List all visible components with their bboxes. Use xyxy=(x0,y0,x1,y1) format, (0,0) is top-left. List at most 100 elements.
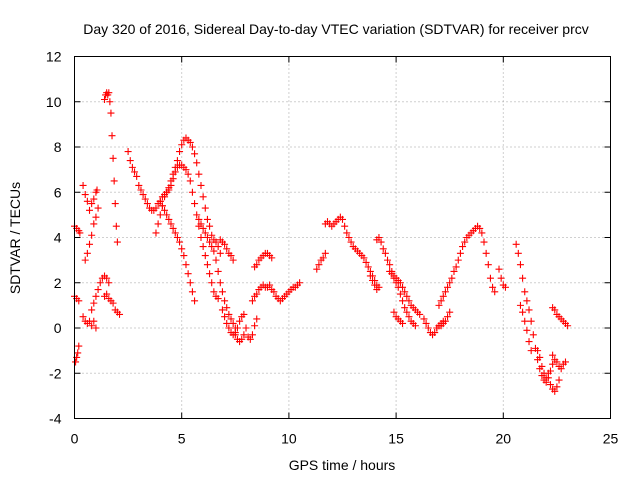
data-point xyxy=(523,326,531,334)
data-point xyxy=(379,245,387,253)
data-point xyxy=(439,292,447,300)
data-point xyxy=(390,308,398,316)
series-arc-14 xyxy=(216,236,237,264)
data-point xyxy=(229,319,237,327)
data-point xyxy=(343,229,351,237)
data-point xyxy=(90,220,98,228)
data-point xyxy=(461,238,469,246)
series-arc-06 xyxy=(81,204,102,264)
data-point xyxy=(446,279,454,287)
series-arc-10 xyxy=(124,134,224,257)
series-arc-35 xyxy=(549,304,572,330)
data-point xyxy=(90,317,98,325)
data-point xyxy=(184,170,192,178)
data-point xyxy=(236,317,244,325)
data-point xyxy=(360,254,368,262)
data-point xyxy=(161,193,169,201)
data-point xyxy=(214,267,222,275)
data-point xyxy=(92,292,100,300)
data-point xyxy=(549,351,557,359)
data-point xyxy=(167,220,175,228)
data-point xyxy=(186,279,194,287)
series-arc-15 xyxy=(218,306,248,339)
data-point xyxy=(240,331,248,339)
data-point xyxy=(165,186,173,194)
data-point xyxy=(156,211,164,219)
data-point xyxy=(416,310,424,318)
series-arc-05 xyxy=(79,181,101,214)
y-tick-label: 0 xyxy=(54,320,62,336)
data-point xyxy=(191,150,199,158)
series-arc-02 xyxy=(71,292,83,305)
x-tick-label: 5 xyxy=(178,431,186,447)
series-arc-28 xyxy=(435,222,499,309)
data-point xyxy=(201,229,209,237)
data-point xyxy=(178,245,186,253)
data-point xyxy=(516,261,524,269)
data-point xyxy=(313,265,321,273)
data-point xyxy=(229,256,237,264)
data-point xyxy=(561,358,569,366)
series-arc-07 xyxy=(88,272,113,314)
data-point xyxy=(92,324,100,332)
data-point xyxy=(206,238,214,246)
data-point xyxy=(74,349,82,357)
data-point xyxy=(203,234,211,241)
data-point xyxy=(521,288,529,296)
x-tick-label: 25 xyxy=(603,431,619,447)
y-tick-labels: -4 -2 0 2 4 6 8 10 12 xyxy=(46,49,62,427)
series-arc-29 xyxy=(495,265,509,291)
data-point xyxy=(206,222,214,230)
data-point xyxy=(521,317,529,325)
data-point xyxy=(88,322,96,330)
data-point xyxy=(448,274,456,282)
data-point xyxy=(210,288,218,296)
data-point xyxy=(92,213,100,221)
data-point xyxy=(253,290,261,298)
data-point xyxy=(216,279,224,287)
data-point xyxy=(486,274,494,282)
data-point xyxy=(143,200,151,208)
data-point xyxy=(519,274,527,282)
data-point xyxy=(128,163,136,171)
series-arc-19 xyxy=(251,249,276,271)
x-tick-label: 15 xyxy=(388,431,404,447)
data-point xyxy=(105,279,113,287)
data-point xyxy=(214,295,222,303)
data-point xyxy=(439,317,447,325)
data-point xyxy=(86,240,94,248)
series-arc-01 xyxy=(71,222,84,237)
data-point xyxy=(133,172,141,180)
data-point xyxy=(191,297,199,305)
series-arc-26 xyxy=(420,308,454,339)
data-point xyxy=(516,301,524,309)
data-point xyxy=(81,191,89,199)
series-arc-30 xyxy=(512,240,557,386)
data-point xyxy=(180,252,188,260)
data-point xyxy=(103,274,111,282)
data-point xyxy=(525,338,533,346)
data-point xyxy=(437,297,445,305)
data-point xyxy=(476,224,484,232)
data-point xyxy=(212,238,220,246)
data-point xyxy=(553,383,561,391)
data-point xyxy=(93,186,101,194)
data-point xyxy=(452,263,460,271)
data-point xyxy=(377,238,385,246)
data-point xyxy=(549,360,557,368)
data-point xyxy=(253,315,261,323)
data-point xyxy=(116,310,124,318)
data-point xyxy=(564,322,572,330)
data-point xyxy=(178,141,186,149)
data-point xyxy=(542,374,550,382)
data-point xyxy=(167,181,175,189)
data-point xyxy=(81,256,89,264)
data-point xyxy=(525,306,533,314)
data-point xyxy=(214,243,222,251)
data-point xyxy=(110,177,118,185)
x-axis-label: GPS time / hours xyxy=(289,457,396,473)
data-point xyxy=(109,299,117,307)
data-point xyxy=(165,215,173,223)
data-point xyxy=(197,181,205,189)
